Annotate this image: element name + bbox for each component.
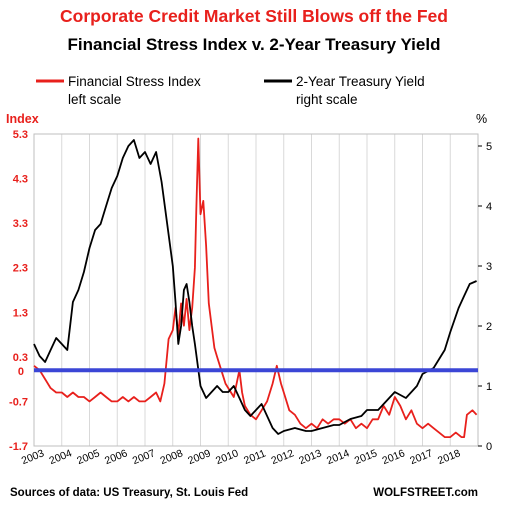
x-tick-label-2017: 2017 <box>408 447 434 467</box>
legend-label-yield: 2-Year Treasury Yield <box>296 74 425 89</box>
right-axis: 5 4 3 2 1 0 <box>478 141 492 453</box>
chart-subtitle: Financial Stress Index v. 2-Year Treasur… <box>67 35 441 54</box>
credit-note: WOLFSTREET.com <box>373 487 478 499</box>
x-tick-label-2012: 2012 <box>270 447 296 467</box>
zero-tick-label: 0 <box>18 366 24 378</box>
left-tick-label: 2.3 <box>13 263 28 275</box>
x-tick-label-2015: 2015 <box>353 447 379 467</box>
left-tick-label: 0.3 <box>13 352 28 364</box>
x-tick-label-2006: 2006 <box>103 447 129 467</box>
left-axis: 5.3 4.3 3.3 2.3 1.3 0.3 -0.7 -1.7 0 <box>9 129 28 453</box>
x-tick-label-2005: 2005 <box>75 447 101 467</box>
left-tick-label: -1.7 <box>9 441 28 453</box>
chart-title: Corporate Credit Market Still Blows off … <box>60 6 448 26</box>
x-tick-label-2009: 2009 <box>186 447 212 467</box>
left-tick-label: 1.3 <box>13 307 28 319</box>
plot-area-frame <box>33 133 479 447</box>
x-tick-label-2018: 2018 <box>436 447 462 467</box>
right-axis-title: % <box>476 112 487 126</box>
right-tick-label: 0 <box>486 441 492 453</box>
x-tick-label-2013: 2013 <box>297 447 323 467</box>
left-tick-label: -0.7 <box>9 396 28 408</box>
x-tick-label-2008: 2008 <box>159 447 185 467</box>
right-tick-label: 1 <box>486 381 492 393</box>
x-tick-label-2007: 2007 <box>131 447 157 467</box>
left-tick-label: 5.3 <box>13 129 28 141</box>
left-tick-label: 4.3 <box>13 174 28 186</box>
left-tick-label: 3.3 <box>13 218 28 230</box>
series-line-financial-stress-index <box>33 137 478 439</box>
x-tick-label-2011: 2011 <box>242 447 268 467</box>
right-tick-label: 5 <box>486 141 492 153</box>
series-line-2-year-treasury-yield <box>33 139 477 435</box>
source-note: Sources of data: US Treasury, St. Louis … <box>10 487 249 499</box>
legend-sublabel-yield: right scale <box>296 92 358 107</box>
legend: Financial Stress Index left scale 2-Year… <box>36 74 425 107</box>
x-tick-label-2004: 2004 <box>48 447 74 467</box>
legend-sublabel-stress: left scale <box>68 92 121 107</box>
right-tick-label: 3 <box>486 261 492 273</box>
right-tick-label: 4 <box>486 201 492 213</box>
series <box>33 137 478 439</box>
x-tick-label-2014: 2014 <box>325 447 351 467</box>
x-tick-label-2010: 2010 <box>214 447 240 467</box>
x-tick-label-2016: 2016 <box>381 447 407 467</box>
x-axis: 2003 2004 2005 2006 2007 2008 2009 2010 2011 2012… <box>20 447 463 467</box>
left-axis-title: Index <box>6 112 39 126</box>
legend-label-stress: Financial Stress Index <box>68 74 201 89</box>
right-tick-label: 2 <box>486 321 492 333</box>
